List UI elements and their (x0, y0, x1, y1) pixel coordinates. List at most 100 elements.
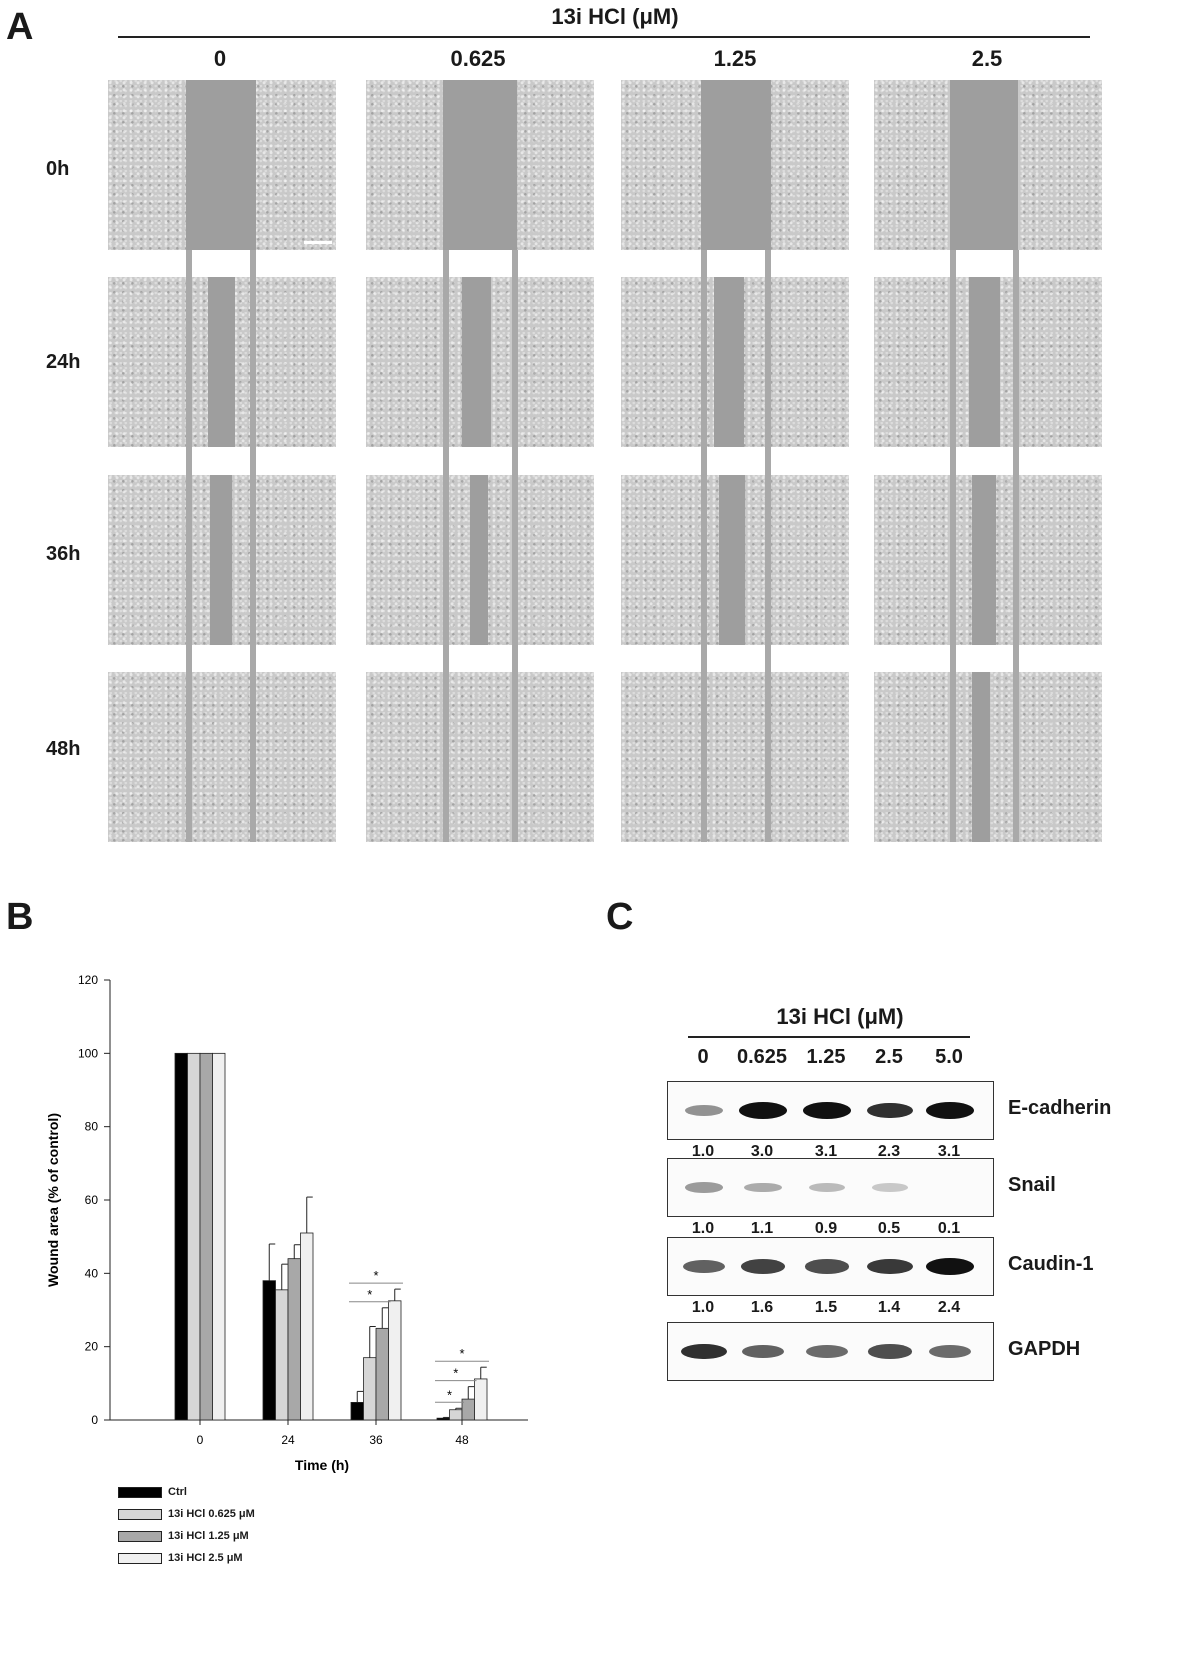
wound-edge-line (765, 250, 771, 842)
legend-item: 13i HCl 0.625 μM (118, 1508, 255, 1520)
micrograph-image (366, 672, 594, 842)
protein-band (684, 1104, 724, 1117)
band-quantification: 1.0 (691, 1299, 715, 1316)
blot-protein-label: Caudin-1 (1008, 1253, 1094, 1275)
protein-band (867, 1102, 913, 1119)
bar (212, 1052, 226, 1421)
panel-c-treatment-title: 13i HCl (μM) (776, 1004, 904, 1029)
legend-swatch-25 (118, 1552, 162, 1564)
y-tick-label: 0 (91, 1413, 98, 1427)
bar (262, 1280, 276, 1421)
micrograph-image (621, 277, 849, 447)
micrograph-image (366, 475, 594, 645)
column-header: 2.5 (971, 46, 1003, 71)
bar (199, 1052, 213, 1421)
bar (449, 1409, 463, 1421)
band-quantification: 0.9 (814, 1220, 838, 1237)
legend-label: 13i HCl 2.5 μM (168, 1552, 243, 1564)
wound-gap (443, 80, 517, 250)
legend-label: Ctrl (168, 1486, 187, 1498)
band-quantification: 1.0 (691, 1220, 715, 1237)
band-quantification: 1.0 (691, 1143, 715, 1160)
lane-label: 5.0 (935, 1046, 963, 1068)
bar (436, 1417, 450, 1421)
wound-gap (470, 475, 488, 645)
micrograph-image (366, 277, 594, 447)
legend-item: 13i HCl 2.5 μM (118, 1552, 243, 1564)
significance-marker: * (367, 1287, 372, 1302)
blot-panel (667, 1322, 994, 1381)
protein-band (868, 1344, 912, 1359)
legend-swatch-0625 (118, 1508, 162, 1520)
bar (375, 1327, 389, 1421)
protein-band (867, 1258, 913, 1275)
legend-label: 13i HCl 0.625 μM (168, 1508, 255, 1520)
y-tick-label: 60 (85, 1193, 99, 1207)
row-label: 0h (46, 158, 70, 180)
x-tick-label: 24 (281, 1433, 295, 1447)
bar (287, 1258, 301, 1421)
column-header: 0.625 (450, 46, 506, 71)
micrograph-image (108, 475, 336, 645)
micrograph-image (621, 80, 849, 250)
bar (174, 1052, 188, 1421)
legend-item: 13i HCl 1.25 μM (118, 1530, 249, 1542)
wound-edge-line (250, 250, 256, 842)
x-tick-label: 48 (455, 1433, 469, 1447)
micrograph-image (108, 277, 336, 447)
wound-edge-line (701, 250, 707, 842)
wound-gap (462, 277, 491, 447)
y-tick-label: 120 (78, 973, 98, 987)
wound-gap (186, 80, 256, 250)
band-quantification: 1.4 (877, 1299, 901, 1316)
wound-gap (208, 277, 235, 447)
band-quantification: 2.3 (877, 1143, 901, 1160)
protein-band (740, 1259, 786, 1274)
band-quantification: 2.4 (937, 1299, 961, 1316)
x-tick-label: 0 (197, 1433, 204, 1447)
band-quantification: 3.0 (750, 1143, 774, 1160)
row-label: 24h (46, 351, 81, 373)
protein-band (741, 1344, 785, 1359)
wound-edge-line (512, 250, 518, 842)
band-quantification: 0.1 (937, 1220, 961, 1237)
x-tick-label: 36 (369, 1433, 383, 1447)
legend-swatch-ctrl (118, 1486, 162, 1498)
blot-panel (667, 1081, 994, 1140)
protein-band (808, 1182, 846, 1193)
wound-edge-line (443, 250, 449, 842)
protein-band (926, 1102, 974, 1119)
blot-panel (667, 1158, 994, 1217)
bar (300, 1232, 314, 1421)
wound-gap (719, 475, 745, 645)
wound-gap (969, 277, 1000, 447)
y-tick-label: 20 (85, 1340, 99, 1354)
band-quantification: 0.5 (877, 1220, 901, 1237)
lane-label: 0 (697, 1046, 709, 1068)
protein-band (806, 1345, 848, 1358)
micrograph-image (621, 672, 849, 842)
wound-gap (972, 475, 996, 645)
panel-label-a: A (6, 6, 34, 48)
wound-edge-line (1013, 250, 1019, 842)
bar (388, 1300, 402, 1421)
wound-edge-line (186, 250, 192, 842)
legend-label: 13i HCl 1.25 μM (168, 1530, 249, 1542)
bar (275, 1289, 289, 1421)
scale-bar (304, 241, 332, 244)
micrograph-image (874, 277, 1102, 447)
significance-marker: * (453, 1366, 458, 1381)
column-header: 1.25 (713, 46, 757, 71)
y-tick-label: 100 (78, 1046, 98, 1060)
lane-label: 2.5 (875, 1046, 903, 1068)
micrograph-image (108, 80, 336, 250)
protein-band (739, 1102, 787, 1119)
micrograph-image (108, 672, 336, 842)
bar-chart: 0 20 40 60 80 100 120 Wound area (% of control)… (45, 973, 528, 1473)
panel-label-b: B (6, 896, 34, 938)
significance-marker: * (373, 1268, 378, 1283)
micrograph-image (874, 80, 1102, 250)
wound-gap (950, 80, 1018, 250)
protein-band (929, 1345, 971, 1358)
significance-marker: * (459, 1346, 464, 1361)
